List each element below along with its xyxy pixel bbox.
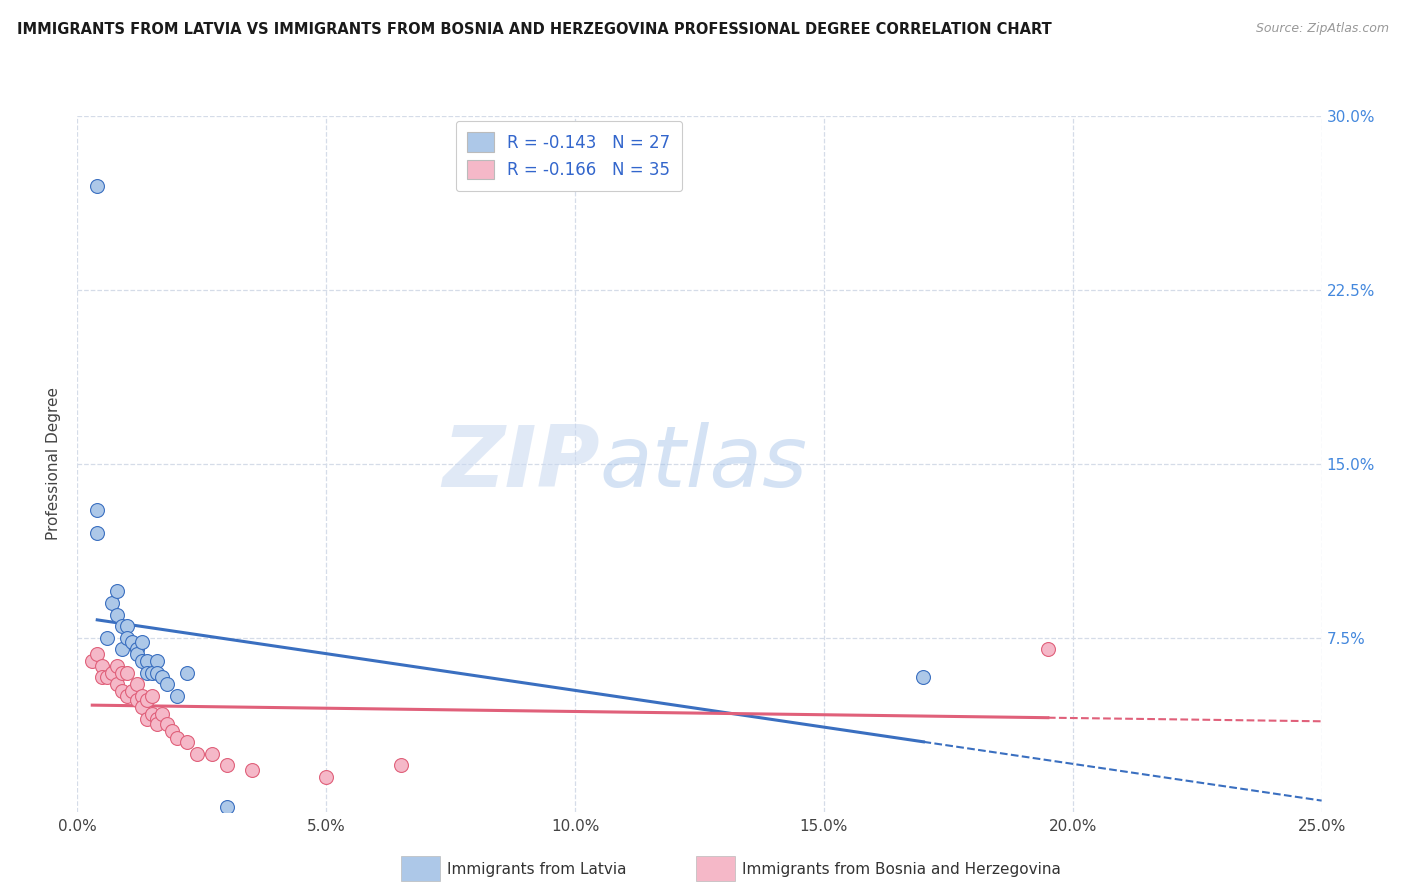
Point [166,689,188,703]
Point [105,677,128,691]
Point [96,670,118,684]
Point [96,631,118,645]
Point [146,665,169,680]
Point [111,642,134,657]
Text: Immigrants from Bosnia and Herzegovina: Immigrants from Bosnia and Herzegovina [742,863,1062,877]
Point [141,707,163,722]
Point [105,658,128,673]
Point [121,684,143,698]
Point [115,689,138,703]
Point [131,635,153,649]
Point [136,665,159,680]
Text: atlas: atlas [600,422,808,506]
Point [150,670,173,684]
Point [91,658,114,673]
Point [115,631,138,645]
Point [105,607,128,622]
Point [166,731,188,745]
Point [131,700,153,714]
Point [86,526,108,541]
Point [125,693,148,707]
Point [111,665,134,680]
Point [115,619,138,633]
Point [136,654,159,668]
Point [121,635,143,649]
Point [136,693,159,707]
Point [912,670,935,684]
Point [86,503,108,517]
Point [101,665,124,680]
Point [201,747,224,761]
Point [111,619,134,633]
Text: IMMIGRANTS FROM LATVIA VS IMMIGRANTS FROM BOSNIA AND HERZEGOVINA PROFESSIONAL DE: IMMIGRANTS FROM LATVIA VS IMMIGRANTS FRO… [17,22,1052,37]
Point [125,647,148,661]
Point [315,770,337,784]
Point [176,735,198,749]
Point [150,707,173,722]
Point [240,763,263,777]
Point [131,654,153,668]
Point [125,642,148,657]
Text: ZIP: ZIP [443,422,600,506]
Point [101,596,124,610]
Point [136,712,159,726]
Text: Immigrants from Latvia: Immigrants from Latvia [447,863,627,877]
Point [160,723,183,738]
Point [141,689,163,703]
Point [141,665,163,680]
Point [389,758,412,772]
Point [91,670,114,684]
Point [146,712,169,726]
Point [176,665,198,680]
Point [86,647,108,661]
Point [115,665,138,680]
Point [215,800,238,814]
Point [156,677,179,691]
Legend: R = -0.143   N = 27, R = -0.166   N = 35: R = -0.143 N = 27, R = -0.166 N = 35 [456,120,682,191]
Point [1036,642,1059,657]
Point [146,654,169,668]
Point [215,758,238,772]
Point [125,677,148,691]
Point [146,716,169,731]
Point [105,584,128,599]
Point [186,747,208,761]
Point [82,654,104,668]
Point [86,178,108,193]
Text: Source: ZipAtlas.com: Source: ZipAtlas.com [1256,22,1389,36]
Point [111,684,134,698]
Point [131,689,153,703]
Y-axis label: Professional Degree: Professional Degree [46,387,62,541]
Point [156,716,179,731]
